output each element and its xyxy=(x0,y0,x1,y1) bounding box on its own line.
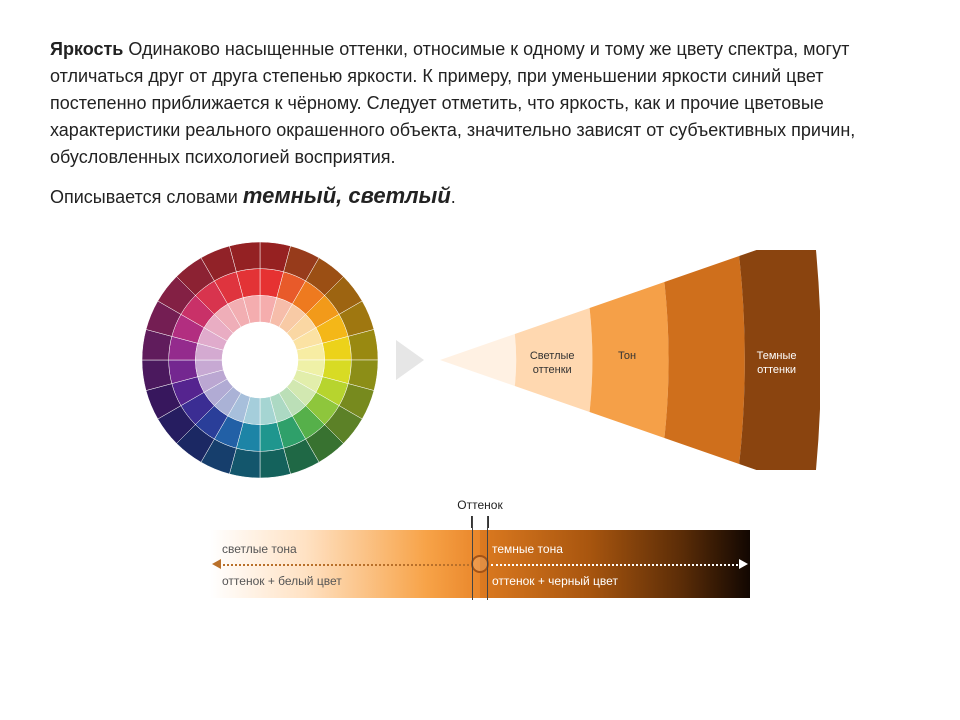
tone-cone: Светлыеоттенки Тон Темныеоттенки xyxy=(440,250,820,470)
pointer-triangle-icon xyxy=(396,340,424,380)
left-bot-label: оттенок + белый цвет xyxy=(222,574,342,588)
hue-title: Оттенок xyxy=(457,498,502,512)
gradient-bar: светлые тона оттенок + белый цвет темные… xyxy=(210,530,750,598)
dash-right xyxy=(491,564,742,566)
bottom-gradient-block: Оттенок светлые тона оттенок + белый цве… xyxy=(50,498,910,598)
described-terms: темный, светлый xyxy=(243,183,451,208)
described-line: Описывается словами темный, светлый. xyxy=(50,179,910,212)
left-top-label: светлые тона xyxy=(222,542,297,556)
cone-band-label: Тон xyxy=(592,350,662,364)
arrow-right-icon xyxy=(739,559,748,569)
arrow-left-icon xyxy=(212,559,221,569)
cone-band-label: Темныеоттенки xyxy=(742,350,812,378)
figure-row: Светлыеоттенки Тон Темныеоттенки xyxy=(50,240,910,480)
described-suffix: . xyxy=(451,187,456,207)
paragraph-body: Одинаково насыщенные оттенки, относимые … xyxy=(50,39,855,167)
dash-left xyxy=(218,564,469,566)
right-bot-label: оттенок + черный цвет xyxy=(492,574,618,588)
brightness-paragraph: Яркость Одинаково насыщенные оттенки, от… xyxy=(50,36,910,171)
lead-word: Яркость xyxy=(50,39,123,59)
described-prefix: Описывается словами xyxy=(50,187,243,207)
cone-band-label: Светлыеоттенки xyxy=(517,350,587,378)
color-wheel xyxy=(140,240,380,480)
right-top-label: темные тона xyxy=(492,542,563,556)
center-divider xyxy=(472,516,488,600)
